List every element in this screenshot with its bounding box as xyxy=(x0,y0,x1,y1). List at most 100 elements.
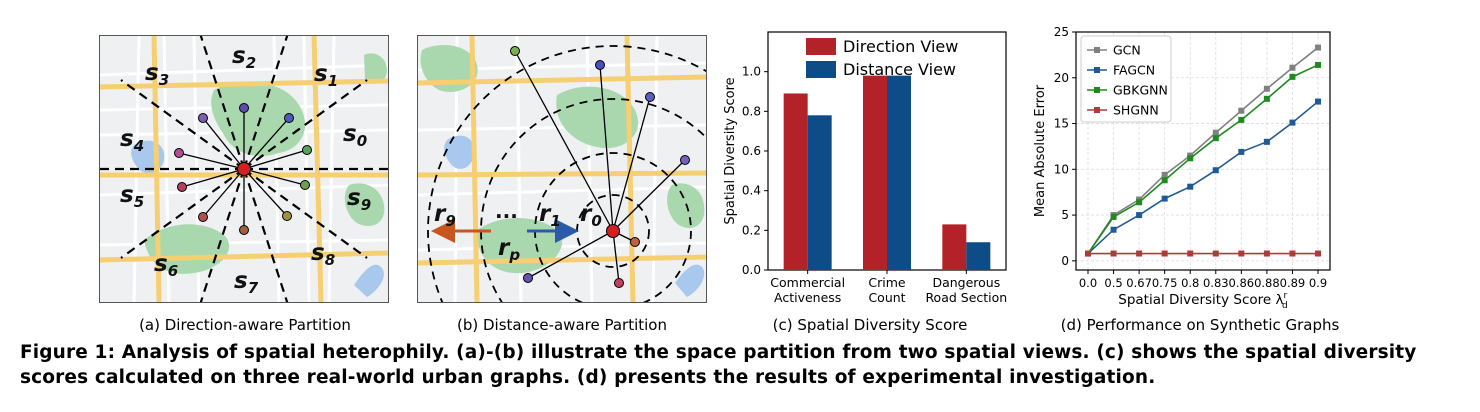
point-gcn xyxy=(1212,129,1219,136)
legend-label: Distance View xyxy=(843,60,956,79)
point-shgnn xyxy=(1110,250,1117,257)
point-gbkgnn xyxy=(1212,135,1219,142)
y-tick-label: 5 xyxy=(1061,208,1069,222)
point-shgnn xyxy=(1263,250,1270,257)
sector-label: s2 xyxy=(232,43,256,72)
caption-panel-b: (b) Distance-aware Partition xyxy=(457,316,667,334)
sector-label: s0 xyxy=(343,121,367,150)
legend-label: FAGCN xyxy=(1113,63,1155,78)
x-tick-label: 0.0 xyxy=(1079,276,1097,290)
sector-label: s8 xyxy=(311,240,335,269)
point-fagcn xyxy=(1289,119,1296,126)
ring-label-r1: r1 xyxy=(539,201,561,230)
x-tick-label: 0.5 xyxy=(1104,276,1122,290)
x-tick-label: 0.9 xyxy=(1309,276,1327,290)
sector-label: s9 xyxy=(347,185,371,214)
point-gbkgnn xyxy=(1289,73,1296,80)
caption-panel-d: (d) Performance on Synthetic Graphs xyxy=(1060,316,1340,334)
point-shgnn xyxy=(1315,250,1321,257)
point-fagcn xyxy=(1238,148,1245,155)
point-shgnn xyxy=(1289,250,1296,257)
point-gcn xyxy=(1161,171,1168,178)
point-gbkgnn xyxy=(1238,116,1245,123)
legend-swatch xyxy=(806,61,836,78)
y-tick-label: 20 xyxy=(1054,71,1069,85)
figure-caption-label: Figure 1: xyxy=(20,342,116,363)
ring-ellipsis: ... xyxy=(495,199,518,223)
distance-partition-map: r0 r1 rp r9 ... xyxy=(417,35,707,303)
bar-direction-view xyxy=(863,75,887,270)
caption-panel-c: (c) Spatial Diversity Score xyxy=(772,316,968,334)
y-tick-label: 0.6 xyxy=(742,144,761,158)
x-tick-label: Count xyxy=(868,290,905,305)
point-shgnn xyxy=(1136,250,1143,257)
x-tick-label: Commercial xyxy=(770,275,845,290)
x-tick-label: Activeness xyxy=(774,290,841,305)
point-fagcn xyxy=(1315,98,1321,105)
series-line-fagcn xyxy=(1087,100,1319,255)
y-axis-label: Mean Absolute Error xyxy=(1033,84,1048,217)
y-tick-label: 1.0 xyxy=(742,65,761,79)
legend-swatch xyxy=(806,38,836,55)
bar-direction-view xyxy=(783,93,808,270)
series-line-gbkgnn xyxy=(1087,64,1319,254)
bar-distance-view xyxy=(887,75,911,270)
sector-label: s6 xyxy=(154,251,178,280)
spatial-diversity-bar-chart: 0.0 0.2 0.4 0.6 0.8 1.0 Spatial Diversity Scor… xyxy=(723,31,1007,305)
point-shgnn xyxy=(1212,250,1219,257)
caption-panel-a: (a) Direction-aware Partition xyxy=(139,316,351,334)
legend-label: SHGNN xyxy=(1113,103,1159,118)
point-fagcn xyxy=(1263,138,1270,145)
x-tick-label: 0.8 xyxy=(1181,276,1199,290)
legend: GCN FAGCN GBKGNN SHGNN xyxy=(1080,35,1172,123)
point-shgnn xyxy=(1161,250,1168,257)
legend-marker xyxy=(1094,87,1100,93)
y-tick-label: 0.4 xyxy=(742,184,761,198)
point-fagcn xyxy=(1187,183,1194,190)
y-tick-label: 0.8 xyxy=(742,104,761,118)
point-gcn xyxy=(1238,107,1245,114)
x-tick-label: Dangerous xyxy=(932,275,1000,290)
x-tick-label: Crime xyxy=(868,275,906,290)
point-gbkgnn xyxy=(1161,177,1168,184)
point-gcn xyxy=(1263,85,1270,92)
bar-distance-view xyxy=(807,115,832,270)
point-shgnn xyxy=(1085,250,1091,257)
legend-box xyxy=(1080,35,1172,123)
point-gcn xyxy=(1289,64,1296,71)
series-line-gcn xyxy=(1087,46,1319,254)
sector-label: s3 xyxy=(145,60,169,89)
point-shgnn xyxy=(1187,250,1194,257)
legend-label: GBKGNN xyxy=(1113,83,1168,98)
ring-label-r9: r9 xyxy=(434,201,456,230)
legend-marker xyxy=(1094,47,1100,53)
point-fagcn xyxy=(1136,212,1143,219)
y-tick-label: 25 xyxy=(1054,25,1069,39)
legend-label: Direction View xyxy=(843,37,958,56)
ring-label-r0: r0 xyxy=(580,201,602,230)
point-fagcn xyxy=(1212,167,1219,174)
point-gbkgnn xyxy=(1187,155,1194,162)
x-tick-label: 0.86 xyxy=(1229,276,1255,290)
sector-label: s7 xyxy=(234,268,259,297)
legend-label: GCN xyxy=(1113,43,1141,58)
y-tick-label: 15 xyxy=(1054,117,1069,131)
sector-label: s4 xyxy=(120,126,144,155)
x-tick-label: Road Section xyxy=(925,290,1007,305)
plot-frame xyxy=(1075,31,1331,271)
point-fagcn xyxy=(1161,195,1168,202)
y-tick-label: 10 xyxy=(1054,162,1069,176)
bar-distance-view xyxy=(966,242,991,270)
figure-caption-text: Analysis of spatial heterophily. (a)-(b)… xyxy=(20,342,1417,388)
direction-partition-map: s0 s1 s2 s3 s4 s5 s6 s7 s8 s9 xyxy=(99,35,389,303)
legend-marker xyxy=(1094,67,1100,73)
y-tick-label: 0.2 xyxy=(742,223,761,237)
x-tick-label: 0.75 xyxy=(1152,276,1178,290)
x-tick-label: 0.89 xyxy=(1280,276,1306,290)
point-gbkgnn xyxy=(1263,95,1270,102)
y-axis-label: Spatial Diversity Score xyxy=(723,77,738,224)
point-shgnn xyxy=(1238,250,1245,257)
y-tick-label: 0 xyxy=(1061,254,1069,268)
point-gcn xyxy=(1315,44,1321,51)
